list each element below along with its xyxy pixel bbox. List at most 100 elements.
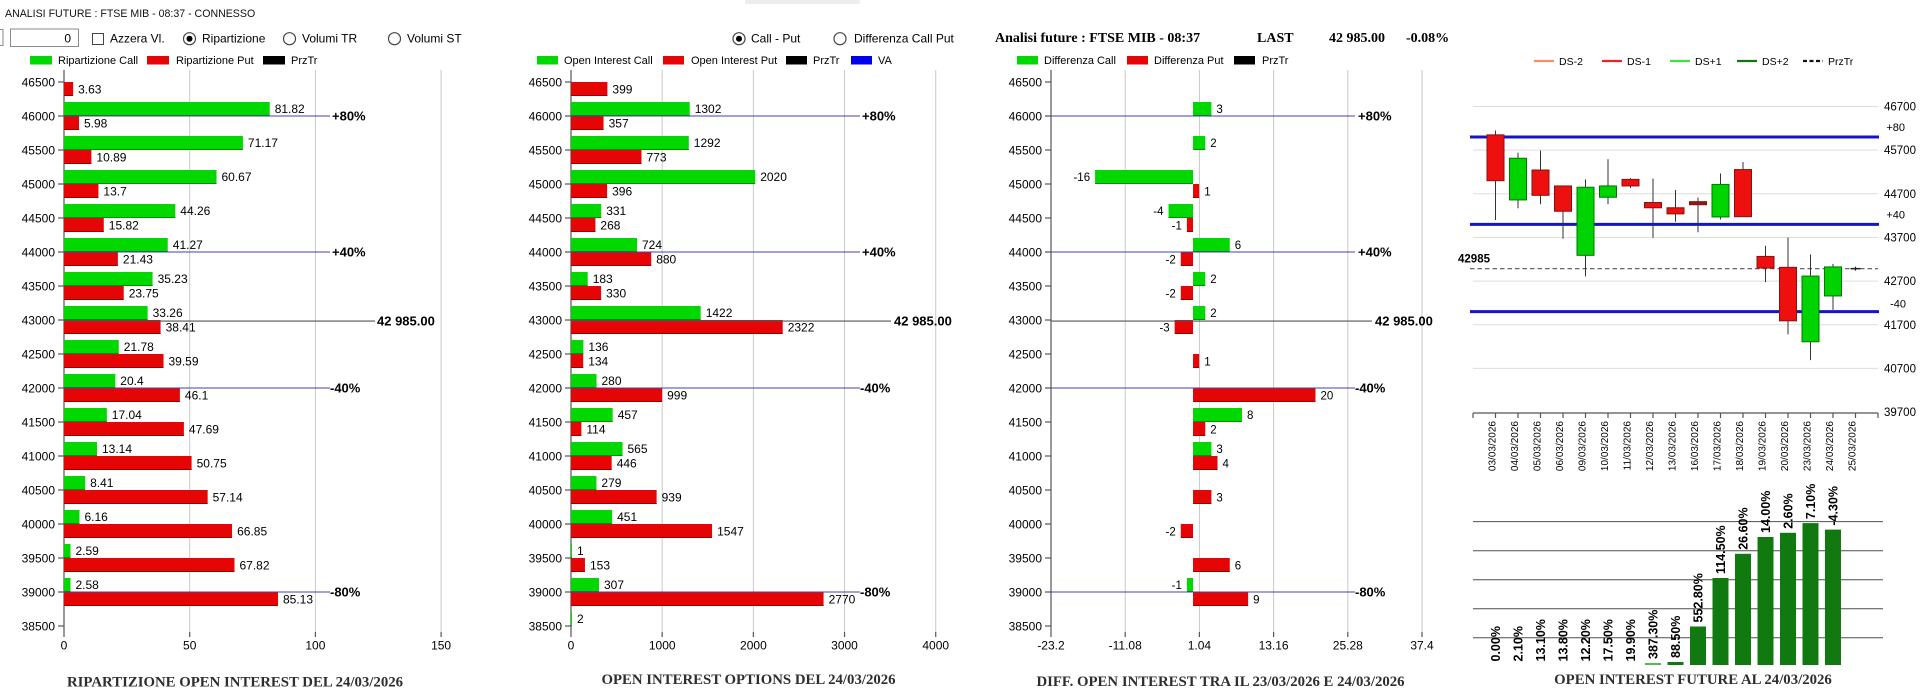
- svg-text:-40: -40: [1890, 299, 1906, 311]
- svg-text:2: 2: [1210, 138, 1216, 150]
- svg-text:09/03/2026: 09/03/2026: [1578, 421, 1589, 471]
- svg-text:40000: 40000: [22, 517, 56, 531]
- svg-text:39500: 39500: [1009, 551, 1043, 565]
- svg-text:-80%: -80%: [330, 585, 361, 600]
- svg-text:42500: 42500: [22, 347, 56, 361]
- svg-text:100: 100: [305, 639, 325, 653]
- svg-text:42 985.00: 42 985.00: [894, 314, 952, 329]
- svg-text:-3: -3: [1159, 323, 1169, 335]
- svg-text:39000: 39000: [22, 585, 56, 599]
- svg-text:-2: -2: [1166, 527, 1176, 539]
- svg-text:38500: 38500: [22, 619, 56, 633]
- svg-text:5.98: 5.98: [84, 117, 108, 131]
- svg-text:41000: 41000: [22, 449, 56, 463]
- svg-text:Open Interest Put: Open Interest Put: [691, 55, 777, 67]
- svg-text:Differenza Call: Differenza Call: [1044, 55, 1116, 67]
- svg-text:-40%: -40%: [1355, 381, 1386, 396]
- svg-text:1547: 1547: [717, 525, 744, 539]
- svg-text:39000: 39000: [529, 585, 563, 599]
- svg-text:-4.30%: -4.30%: [1826, 486, 1840, 526]
- svg-text:46.1: 46.1: [185, 389, 209, 403]
- svg-text:44500: 44500: [22, 211, 56, 225]
- svg-text:85.13: 85.13: [283, 593, 313, 607]
- svg-text:10.89: 10.89: [96, 151, 126, 165]
- svg-text:OPEN INTEREST FUTURE AL 24/03/: OPEN INTEREST FUTURE AL 24/03/2026: [1554, 672, 1832, 688]
- svg-text:-11.08: -11.08: [1109, 639, 1142, 653]
- svg-text:2: 2: [577, 612, 584, 626]
- svg-text:0: 0: [61, 639, 68, 653]
- svg-text:21.43: 21.43: [123, 253, 153, 267]
- svg-text:20.4: 20.4: [120, 374, 144, 388]
- svg-text:396: 396: [612, 185, 632, 199]
- svg-text:60.67: 60.67: [222, 170, 252, 184]
- svg-text:40500: 40500: [22, 483, 56, 497]
- svg-text:2020: 2020: [760, 170, 787, 184]
- svg-text:Analisi future : FTSE MIB - 08: Analisi future : FTSE MIB - 08:37: [995, 31, 1200, 46]
- svg-text:136: 136: [588, 340, 608, 354]
- svg-text:24/03/2026: 24/03/2026: [1825, 421, 1836, 471]
- svg-text:457: 457: [618, 408, 638, 422]
- svg-text:DS-1: DS-1: [1627, 56, 1651, 68]
- svg-text:16/03/2026: 16/03/2026: [1690, 421, 1701, 471]
- svg-text:153: 153: [590, 559, 610, 573]
- svg-text:50.75: 50.75: [197, 457, 227, 471]
- svg-text:280: 280: [602, 374, 622, 388]
- svg-text:331: 331: [606, 204, 626, 218]
- svg-text:45000: 45000: [22, 177, 56, 191]
- svg-text:39000: 39000: [1009, 585, 1043, 599]
- svg-text:18/03/2026: 18/03/2026: [1735, 421, 1746, 471]
- svg-text:DIFF. OPEN INTEREST TRA IL 23/: DIFF. OPEN INTEREST TRA IL 23/03/2026 E …: [1036, 674, 1404, 690]
- svg-text:2.60%: 2.60%: [1781, 493, 1795, 528]
- svg-text:279: 279: [601, 476, 621, 490]
- svg-text:1302: 1302: [695, 102, 722, 116]
- svg-text:42 985.00: 42 985.00: [1329, 31, 1385, 46]
- svg-text:88.50%: 88.50%: [1669, 616, 1683, 658]
- svg-text:+80: +80: [1886, 122, 1905, 134]
- svg-text:150: 150: [431, 639, 451, 653]
- svg-text:46500: 46500: [22, 75, 56, 89]
- svg-text:3: 3: [1216, 104, 1222, 116]
- svg-text:38500: 38500: [1009, 619, 1043, 633]
- svg-text:45700: 45700: [1884, 145, 1916, 157]
- svg-text:25.28: 25.28: [1333, 639, 1363, 653]
- svg-text:39500: 39500: [529, 551, 563, 565]
- svg-text:-16: -16: [1073, 172, 1090, 184]
- svg-text:13.16: 13.16: [1259, 639, 1289, 653]
- svg-text:45500: 45500: [529, 143, 563, 157]
- svg-text:21.78: 21.78: [124, 340, 154, 354]
- svg-text:1.04: 1.04: [1188, 639, 1212, 653]
- svg-text:773: 773: [647, 151, 667, 165]
- svg-text:12/03/2026: 12/03/2026: [1645, 421, 1656, 471]
- svg-text:40700: 40700: [1884, 363, 1916, 375]
- svg-text:9: 9: [1253, 595, 1259, 607]
- svg-text:114.50%: 114.50%: [1714, 525, 1728, 574]
- svg-text:Open Interest Call: Open Interest Call: [564, 55, 653, 67]
- svg-text:3: 3: [1216, 493, 1222, 505]
- svg-text:ANALISI FUTURE : FTSE MIB - 08: ANALISI FUTURE : FTSE MIB - 08:37 - CONN…: [5, 8, 255, 20]
- svg-text:19.90%: 19.90%: [1624, 619, 1638, 661]
- svg-text:43000: 43000: [1009, 313, 1043, 327]
- svg-text:RIPARTIZIONE OPEN INTEREST DEL: RIPARTIZIONE OPEN INTEREST DEL 24/03/202…: [67, 675, 403, 691]
- svg-text:38.41: 38.41: [166, 321, 196, 335]
- svg-text:33.26: 33.26: [153, 306, 183, 320]
- svg-text:451: 451: [617, 510, 637, 524]
- svg-text:+40%: +40%: [862, 245, 896, 260]
- svg-text:Ripartizione Put: Ripartizione Put: [176, 55, 254, 67]
- svg-text:03/03/2026: 03/03/2026: [1488, 421, 1499, 471]
- svg-text:0: 0: [568, 639, 575, 653]
- svg-text:38500: 38500: [529, 619, 563, 633]
- svg-text:42 985.00: 42 985.00: [377, 314, 435, 329]
- svg-text:2: 2: [1210, 308, 1216, 320]
- svg-text:43500: 43500: [22, 279, 56, 293]
- svg-text:13.10%: 13.10%: [1534, 619, 1548, 661]
- svg-text:4: 4: [1223, 459, 1230, 471]
- svg-text:43000: 43000: [22, 313, 56, 327]
- svg-text:1422: 1422: [706, 306, 733, 320]
- svg-text:45000: 45000: [529, 177, 563, 191]
- svg-text:42000: 42000: [529, 381, 563, 395]
- svg-text:44700: 44700: [1884, 189, 1916, 201]
- svg-text:2770: 2770: [829, 593, 856, 607]
- svg-text:Ripartizione: Ripartizione: [202, 32, 266, 46]
- svg-text:PrzTr: PrzTr: [1828, 56, 1854, 68]
- svg-text:13.80%: 13.80%: [1556, 619, 1570, 661]
